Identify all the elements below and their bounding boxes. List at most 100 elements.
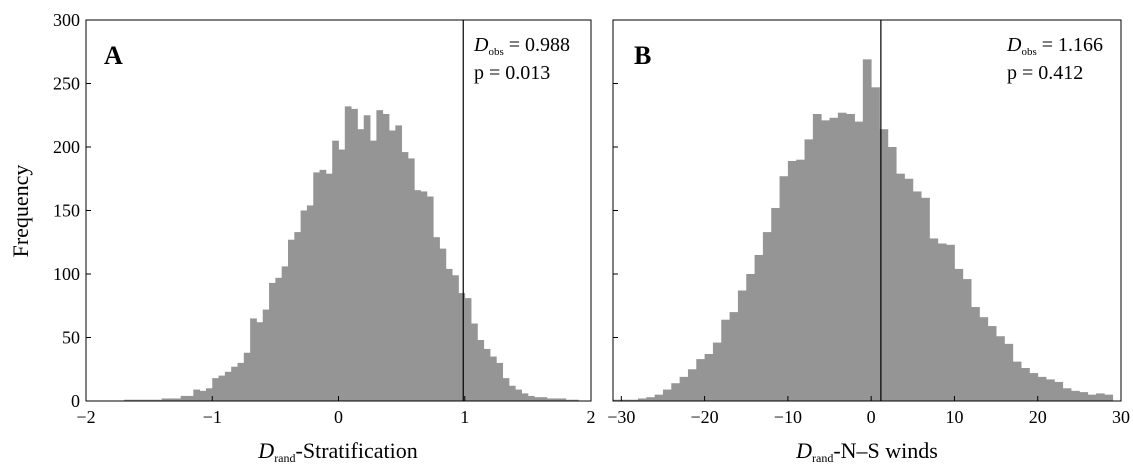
panel-b-bar: [729, 312, 739, 401]
panel-b-bar: [979, 317, 989, 401]
panel-a-bar: [496, 362, 504, 401]
panel-a-bar: [407, 158, 415, 401]
panel-a-y-ticks: 0 50 100 150 200 250 300: [53, 10, 91, 411]
panel-b-bar: [1071, 390, 1080, 401]
panel-a-bar: [199, 390, 207, 401]
panel-a-bar: [370, 140, 377, 401]
panel-b-x-ticks: −30 −20 −10 0 10 20 30: [607, 396, 1130, 427]
panel-b-bar: [887, 147, 897, 401]
panel-a-bar: [332, 140, 339, 401]
panel-a: 0 50 100 150 200 250 300 −2 −1 0 1 2 A Dobs = 0.98…: [53, 10, 596, 465]
panel-a-bar: [546, 398, 554, 401]
panel-b-bar: [1096, 393, 1105, 401]
panel-a-bar: [142, 399, 150, 401]
panel-b-bar: [896, 173, 905, 401]
panel-a-bar: [351, 108, 358, 402]
panel-a-bar: [294, 232, 302, 401]
panel-b-annotation-sub: obs: [1021, 46, 1036, 58]
panel-b-bar: [1087, 394, 1097, 401]
panel-a-xlabel-rest: -Stratification: [296, 438, 418, 463]
panel-a-bar: [288, 239, 295, 401]
panel-a-x-tick-label: −1: [203, 407, 222, 427]
panel-b-bar: [621, 399, 631, 401]
panel-a-annotation-value: = 0.988: [504, 34, 570, 56]
panel-a-bar: [174, 398, 182, 401]
panel-a-bar: [149, 399, 156, 401]
panel-a-bar: [205, 388, 213, 401]
panel-a-bar: [534, 397, 541, 401]
panel-b-bar: [754, 254, 764, 401]
panel-b-bar: [613, 399, 622, 401]
panel-a-bar: [471, 323, 478, 401]
panel-a-bar: [414, 190, 421, 401]
panel-b-bar: [937, 243, 947, 401]
panel-a-bar: [123, 399, 131, 401]
panel-b-bar: [1079, 392, 1089, 401]
panel-b-annotation-d-obs: Dobs = 1.166: [1006, 34, 1103, 58]
panel-a-y-tick-label: 300: [53, 10, 80, 30]
panel-a-bar: [344, 106, 352, 402]
panel-a-bar: [275, 277, 283, 401]
panel-a-y-tick-label: 250: [53, 74, 80, 94]
panel-b-bar: [962, 279, 972, 401]
panel-a-bar: [508, 385, 516, 401]
panel-b-bar: [1021, 367, 1030, 401]
panel-a-bar: [168, 398, 175, 401]
panel-a-bar: [161, 398, 169, 401]
panel-a-xlabel-d: D: [257, 438, 274, 463]
panel-a-label: A: [104, 41, 123, 70]
panel-a-bar: [319, 169, 327, 401]
panel-a-bar: [363, 115, 371, 401]
panel-a-bar: [306, 205, 314, 401]
panel-b-bar: [912, 191, 922, 401]
panel-a-bar: [212, 378, 219, 401]
panel-b-bar: [946, 244, 955, 401]
panel-b-bar: [687, 369, 697, 401]
panel-b-x-tick-label: −30: [607, 407, 635, 427]
panel-a-bar: [572, 399, 579, 401]
panel-a-bar: [452, 275, 459, 401]
panel-b-bar: [1029, 373, 1039, 401]
panel-a-bar: [439, 248, 447, 401]
panel-b-bar: [804, 139, 814, 401]
panel-a-bar: [269, 282, 276, 401]
panel-b-xlabel-rest: -N–S winds: [833, 438, 938, 463]
panel-b-bar: [654, 394, 664, 401]
panel-a-x-ticks: −2 −1 0 1 2: [76, 396, 596, 427]
panel-a-bar: [250, 318, 257, 401]
panel-b-bar: [879, 129, 889, 401]
panel-b-bar: [1062, 388, 1072, 401]
panel-b-bar: [662, 389, 672, 401]
panel-a-bar: [313, 172, 320, 401]
panel-a-bar: [553, 398, 560, 401]
panel-b-bar: [779, 176, 789, 401]
panel-b-label: B: [634, 41, 651, 70]
panel-a-bar: [136, 399, 144, 401]
panel-b-x-axis-label: Drand-N–S winds: [795, 438, 938, 465]
panel-a-y-tick-label: 200: [53, 137, 80, 157]
panel-a-xlabel-sub: rand: [274, 451, 295, 465]
panel-a-bar: [130, 399, 137, 401]
panel-a-x-tick-label: 1: [460, 407, 469, 427]
panel-b-annotation-d: D: [1006, 34, 1022, 56]
panel-a-bar: [445, 268, 453, 401]
panel-a-bar: [325, 173, 333, 401]
panel-b-bar: [829, 117, 839, 401]
panel-b-bar: [746, 274, 755, 401]
panel-a-bar: [338, 149, 346, 401]
panel-a-bar: [521, 393, 529, 401]
panel-b-bar: [712, 342, 722, 401]
panel-a-bar: [565, 399, 573, 401]
panel-a-bar: [559, 398, 567, 401]
panel-b-bar: [646, 397, 656, 401]
panel-a-y-tick-label: 50: [62, 328, 80, 348]
panel-a-bar: [477, 340, 485, 401]
panel-b-bar: [737, 290, 747, 401]
panel-a-bar: [262, 309, 270, 401]
panel-a-bar: [426, 196, 434, 401]
panel-b-bar: [929, 238, 939, 401]
panel-a-bar: [433, 237, 440, 401]
panel-a-bar: [224, 371, 232, 401]
panel-b-bar: [921, 197, 930, 401]
panel-a-annotation-d: D: [473, 34, 489, 56]
